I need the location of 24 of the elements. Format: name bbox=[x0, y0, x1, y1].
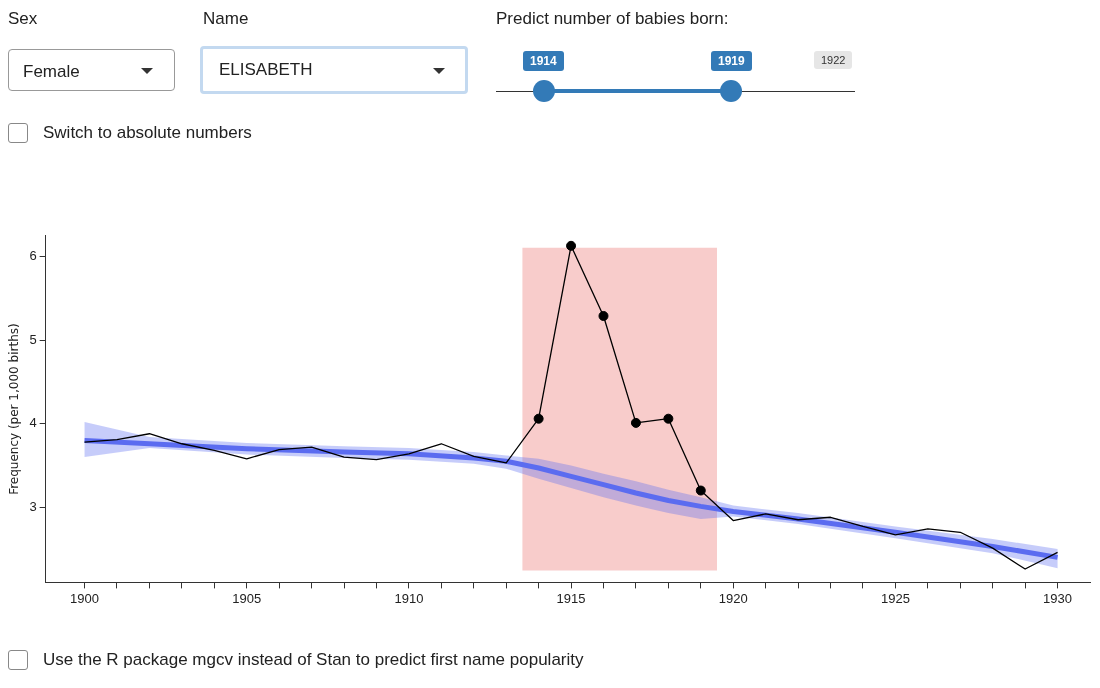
y-tick-label: 5 bbox=[29, 331, 37, 347]
text: Predict number of babies born: bbox=[496, 9, 729, 29]
point bbox=[566, 240, 577, 251]
text: 1914 bbox=[523, 51, 564, 71]
dropdown-field: Female bbox=[8, 49, 175, 91]
text: 1922 bbox=[814, 51, 853, 69]
text: Switch to absolute numbers bbox=[43, 123, 252, 143]
x-tick-label: 1920 bbox=[718, 590, 748, 606]
text: 1919 bbox=[711, 51, 752, 71]
x-tick-label: 1905 bbox=[232, 590, 262, 606]
y-tick-label: 3 bbox=[29, 498, 37, 514]
x-tick-label: 1910 bbox=[394, 590, 424, 606]
x-tick-label: 1925 bbox=[880, 590, 910, 606]
y-tick-label: 4 bbox=[29, 415, 37, 431]
text: Sex bbox=[8, 9, 38, 29]
text: Use the R package mgcv instead of Stan to predict first name popularity bbox=[43, 650, 584, 670]
y-tick-label: 6 bbox=[29, 248, 37, 264]
x-tick-label: 1930 bbox=[1043, 590, 1073, 606]
text: Name bbox=[203, 9, 249, 29]
x-tick-label: 1900 bbox=[70, 590, 100, 606]
y-axis-title: Frequency (per 1,000 births) bbox=[7, 323, 22, 495]
dropdown-field: ELISABETH bbox=[200, 46, 468, 94]
point bbox=[630, 417, 641, 428]
x-tick-label: 1915 bbox=[556, 590, 586, 606]
